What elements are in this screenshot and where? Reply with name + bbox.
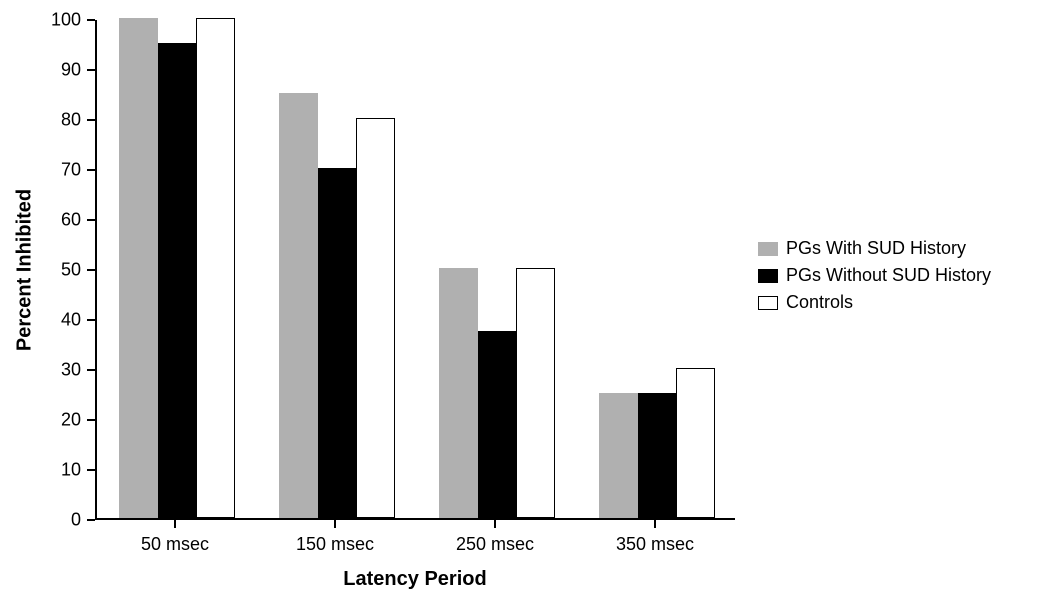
y-tick-mark [87, 69, 95, 71]
x-tick-label: 150 msec [296, 534, 374, 555]
x-axis-title: Latency Period [343, 568, 486, 591]
y-tick-mark [87, 519, 95, 521]
y-tick-mark [87, 319, 95, 321]
y-tick-mark [87, 119, 95, 121]
y-tick-label: 60 [61, 210, 81, 231]
bar [279, 93, 317, 518]
legend: PGs With SUD History PGs Without SUD Hist… [758, 238, 991, 319]
x-tick-mark [494, 520, 496, 528]
bar [439, 268, 477, 518]
bar [356, 118, 394, 518]
y-tick-mark [87, 369, 95, 371]
y-tick-label: 0 [71, 510, 81, 531]
legend-label: Controls [786, 292, 853, 313]
x-tick-mark [654, 520, 656, 528]
bar [318, 168, 356, 518]
y-tick-label: 100 [51, 10, 81, 31]
bar [196, 18, 234, 518]
y-tick-label: 40 [61, 310, 81, 331]
plot-area [95, 20, 735, 520]
y-tick-mark [87, 169, 95, 171]
x-tick-label: 350 msec [616, 534, 694, 555]
legend-swatch [758, 242, 778, 256]
y-axis-title: Percent Inhibited [14, 189, 37, 351]
legend-item: PGs Without SUD History [758, 265, 991, 286]
y-tick-mark [87, 269, 95, 271]
legend-label: PGs Without SUD History [786, 265, 991, 286]
y-tick-label: 50 [61, 260, 81, 281]
x-tick-label: 250 msec [456, 534, 534, 555]
y-tick-mark [87, 219, 95, 221]
y-tick-label: 10 [61, 460, 81, 481]
y-tick-label: 90 [61, 60, 81, 81]
bar [516, 268, 554, 518]
bar [638, 393, 676, 518]
bar [158, 43, 196, 518]
bar [119, 18, 157, 518]
legend-item: PGs With SUD History [758, 238, 991, 259]
legend-swatch [758, 269, 778, 283]
y-tick-mark [87, 469, 95, 471]
legend-item: Controls [758, 292, 991, 313]
bar [676, 368, 714, 518]
legend-swatch [758, 296, 778, 310]
legend-label: PGs With SUD History [786, 238, 966, 259]
y-tick-label: 80 [61, 110, 81, 131]
x-tick-mark [174, 520, 176, 528]
y-tick-label: 20 [61, 410, 81, 431]
x-tick-label: 50 msec [141, 534, 209, 555]
y-tick-mark [87, 419, 95, 421]
y-tick-label: 30 [61, 360, 81, 381]
y-tick-mark [87, 19, 95, 21]
y-tick-label: 70 [61, 160, 81, 181]
x-tick-mark [334, 520, 336, 528]
chart-stage: Percent Inhibited Latency Period PGs Wit… [0, 0, 1050, 608]
bar [478, 331, 516, 519]
bar [599, 393, 637, 518]
